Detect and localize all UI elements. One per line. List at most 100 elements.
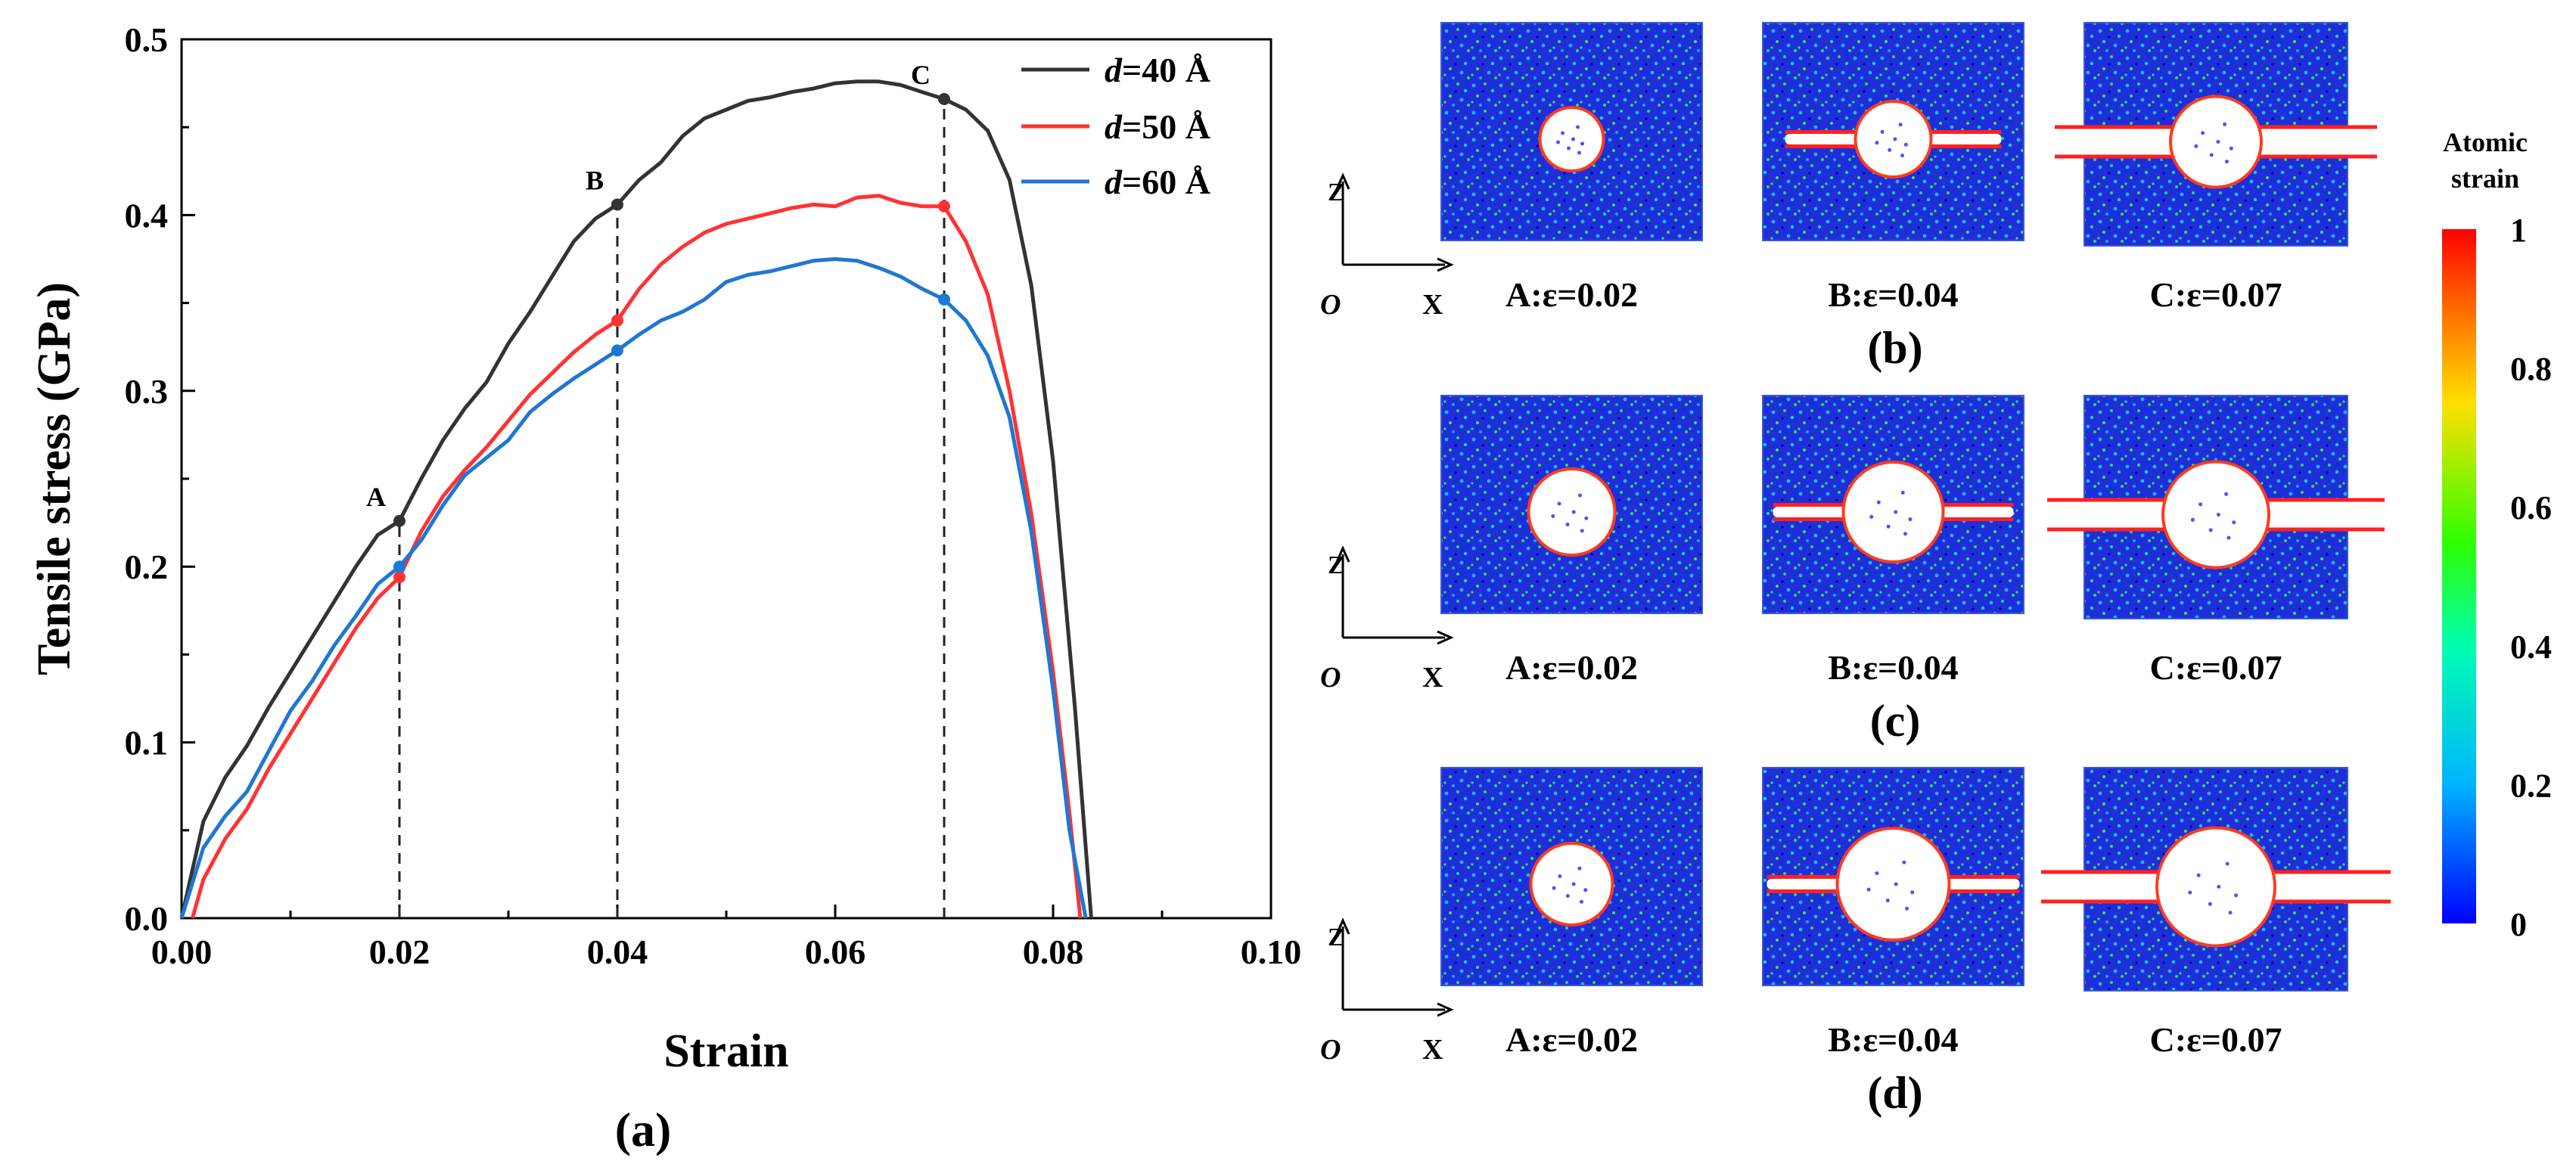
atom-dot [2229, 146, 2233, 151]
atom-dot [1894, 882, 1898, 886]
dashed-guides [398, 99, 946, 918]
x-axis-label: Strain [663, 1026, 788, 1077]
atom-dot [1866, 887, 1871, 892]
atom-dot [2196, 873, 2201, 877]
axis-z-label: Z [1328, 178, 1345, 206]
void [2158, 829, 2273, 945]
void [2172, 98, 2260, 186]
snapshot-row-c: A:ε=0.02 B:ε=0.04 C:ε=0.07 Z O X (c) [1320, 395, 2385, 746]
atom-dot [2225, 160, 2229, 164]
atom-dot [1875, 141, 1879, 145]
point-a-d50 [393, 571, 406, 584]
x-arrowhead [1437, 257, 1454, 272]
marker-label-c: C [911, 60, 931, 90]
atom-dot [1577, 151, 1581, 155]
atom-dot [1558, 874, 1562, 879]
point-b-d50 [611, 314, 623, 327]
atom-dot [1578, 493, 1582, 498]
atom-dot [2188, 890, 2192, 895]
z-arrowhead [1335, 917, 1350, 935]
atom-dot [1886, 524, 1891, 529]
snapshot-row-b: A:ε=0.02 B:ε=0.04 C:ε=0.07 Z O X (b) [1320, 22, 2377, 373]
z-arrowhead [1335, 172, 1350, 190]
atom-dot [2217, 885, 2221, 889]
atom-dot [1900, 490, 1905, 495]
x-tick-label: 0.00 [151, 933, 213, 971]
y-tick-label: 0.4 [125, 196, 169, 234]
snapshot-row-d: A:ε=0.02 B:ε=0.04 C:ε=0.07 Z O X (d) [1320, 767, 2391, 1118]
atom-dot [1905, 906, 1909, 911]
atom-dot [1577, 866, 1582, 871]
y-tick-label: 0.1 [125, 724, 169, 762]
x-tick-label: 0.04 [587, 933, 648, 971]
legend-label-d40: d=40 Å [1105, 51, 1210, 89]
axis-triad: Z O X [1320, 545, 1454, 694]
atom-dot [1876, 500, 1881, 504]
y-tick-label: 0.5 [125, 20, 169, 59]
atom-dot [1903, 142, 1908, 147]
atom-dot [2190, 517, 2195, 522]
atom-dot [2216, 140, 2220, 144]
colorbar-gradient [2442, 229, 2476, 923]
axis-origin-label: O [1320, 289, 1341, 321]
atom-dot [1583, 888, 1588, 892]
snapshot-panel: B:ε=0.04 [1762, 767, 2024, 1059]
legend: d=40 Å d=50 Å d=60 Å [1021, 51, 1210, 201]
axis-z-label: Z [1328, 551, 1345, 579]
x-arrowhead [1437, 630, 1454, 645]
snapshot-strain-label: A:ε=0.02 [1506, 1020, 1638, 1059]
colorbar-tick-label: 0.6 [2510, 489, 2552, 526]
legend-label-d50: d=50 Å [1105, 107, 1210, 146]
atom-dot [2228, 911, 2233, 915]
snapshot-panel: C:ε=0.07 [2041, 767, 2391, 1059]
snapshot-panel: A:ε=0.02 [1440, 767, 1703, 1059]
snapshot-strain-label: C:ε=0.07 [2150, 275, 2282, 314]
atom-dot [1580, 141, 1584, 146]
marker-label-a: A [366, 482, 386, 512]
atom-dot [2232, 520, 2236, 525]
panel-label-d: (d) [1867, 1068, 1922, 1118]
axis-z-label: Z [1328, 923, 1345, 951]
legend-item-d50: d=50 Å [1021, 107, 1210, 146]
colorbar-tick-label: 0.8 [2510, 351, 2552, 388]
x-arrowhead [1437, 1002, 1454, 1017]
snapshot-panel: A:ε=0.02 [1440, 395, 1703, 687]
snapshot-panel: C:ε=0.07 [2047, 395, 2385, 687]
atom-dot [1571, 137, 1575, 141]
atom-dot [2226, 535, 2231, 540]
atom-dot [1580, 529, 1584, 533]
snapshot-strain-label: C:ε=0.07 [2150, 1020, 2282, 1059]
atom-dot [1880, 129, 1885, 134]
atom-dot [1580, 899, 1583, 904]
point-c-d40 [938, 93, 950, 106]
snapshot-strain-label: B:ε=0.04 [1828, 275, 1958, 314]
y-tick-label: 0.2 [125, 548, 169, 586]
point-b-d60 [611, 344, 623, 357]
x-tick-label: 0.06 [805, 933, 866, 971]
atom-dot [2216, 513, 2220, 517]
snapshot-strain-label: B:ε=0.04 [1828, 1020, 1958, 1059]
atom-dot [1561, 131, 1565, 135]
colorbar-title-line2: strain [2451, 163, 2519, 194]
atom-dot [2198, 502, 2203, 507]
colorbar-tick-label: 0 [2510, 906, 2527, 943]
axis-x-label: X [1422, 1034, 1443, 1066]
colorbar-tick-label: 1 [2510, 212, 2527, 249]
snapshot-strain-label: A:ε=0.02 [1506, 275, 1638, 314]
point-c-d60 [938, 293, 950, 306]
atom-dot [1551, 514, 1555, 518]
x-axis-ticks: 0.00 0.02 0.04 0.06 0.08 0.10 [151, 905, 1301, 971]
legend-item-d40: d=40 Å [1021, 51, 1210, 89]
colorbar-title-line1: Atomic [2443, 127, 2528, 157]
legend-label-d60: d=60 Å [1105, 163, 1210, 201]
atom-dot [2234, 893, 2239, 898]
atom-dot [1556, 140, 1560, 144]
stress-strain-chart: 0.00 0.02 0.04 0.06 0.08 0.10 0.0 0.1 0.2 0.3 0.4… [29, 20, 1301, 1156]
marker-points: A B C [366, 60, 950, 584]
legend-item-d60: d=60 Å [1021, 163, 1210, 201]
atom-dot [1893, 137, 1897, 141]
panel-label-c: (c) [1870, 696, 1921, 746]
snapshot-panel: A:ε=0.02 [1440, 22, 1703, 314]
point-b-d40 [611, 198, 623, 211]
snapshot-strain-label: A:ε=0.02 [1506, 648, 1638, 687]
